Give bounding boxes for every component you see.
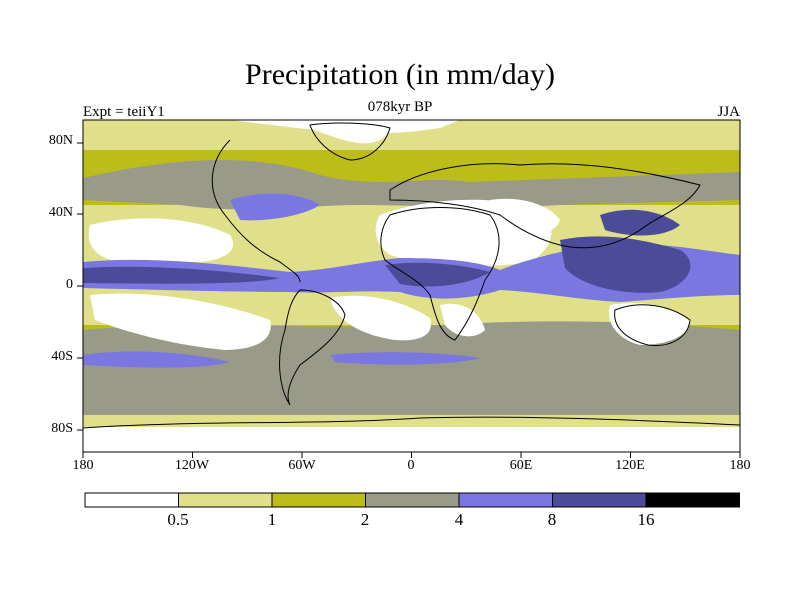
lat-label-80s: 80S bbox=[51, 421, 73, 436]
axis-ticks bbox=[77, 142, 741, 458]
itcz-pacific-heavy bbox=[83, 266, 280, 284]
lon-label-60e: 60E bbox=[509, 458, 533, 473]
s-pacific-wet bbox=[83, 351, 230, 368]
band-antarctic-coast bbox=[83, 415, 740, 427]
se-pacific-dry bbox=[90, 293, 271, 350]
s-africa-dry bbox=[440, 303, 485, 337]
lat-label-40n: 40N bbox=[48, 205, 73, 220]
s-indian-light bbox=[500, 288, 600, 310]
coast-africa bbox=[380, 207, 500, 341]
season-label: JJA bbox=[717, 104, 740, 120]
lat-label-40s: 40S bbox=[51, 349, 73, 364]
ne-pacific-dry bbox=[88, 218, 234, 262]
coast-n-america bbox=[211, 139, 301, 283]
lon-label-120e: 120E bbox=[615, 458, 645, 473]
coast-australia bbox=[614, 304, 691, 347]
colorbar-box-3 bbox=[271, 492, 366, 508]
east-asia-heavy bbox=[600, 209, 680, 236]
colorbar-box-7 bbox=[645, 492, 740, 508]
coast-s-america bbox=[279, 289, 346, 406]
colorbar-label-1: 1 bbox=[267, 510, 277, 529]
lon-label-180e: 180 bbox=[729, 458, 751, 473]
lon-label-60w: 60W bbox=[288, 458, 316, 473]
colorbar-label-16: 16 bbox=[637, 510, 655, 529]
colorbar-box-5 bbox=[458, 492, 553, 508]
lon-label-180w: 180 bbox=[72, 458, 94, 473]
itcz-africa-heavy bbox=[385, 262, 490, 287]
band-antarctica bbox=[83, 427, 740, 452]
s-atlantic-wet bbox=[330, 352, 480, 365]
colorbar-label-0-5: 0.5 bbox=[167, 510, 189, 529]
lat-label-80n: 80N bbox=[48, 133, 73, 148]
colorbar-label-4: 4 bbox=[454, 510, 464, 529]
lat-label-0: 0 bbox=[66, 277, 73, 292]
lon-label-0: 0 bbox=[407, 458, 415, 473]
map-subtitle: 078kyr BP bbox=[367, 99, 433, 115]
coast-eurasia bbox=[389, 163, 701, 249]
map-title: Precipitation (in mm/day) bbox=[245, 58, 555, 91]
coastlines bbox=[83, 122, 740, 429]
s-atlantic-dry bbox=[330, 295, 431, 341]
coast-greenland bbox=[309, 122, 391, 161]
monsoon-asia-heavy bbox=[560, 236, 691, 293]
coast-antarctica bbox=[83, 416, 740, 429]
greenland-dry bbox=[300, 120, 396, 144]
lon-label-120w: 120W bbox=[174, 458, 210, 473]
central-asia-dry bbox=[490, 198, 560, 235]
precip-field bbox=[83, 120, 740, 452]
colorbar-label-2: 2 bbox=[360, 510, 370, 529]
colorbar-box-2 bbox=[178, 492, 273, 508]
experiment-label: Expt = teiiY1 bbox=[83, 104, 165, 120]
colorbar-box-1 bbox=[84, 492, 179, 508]
colorbar bbox=[84, 492, 740, 508]
australia-dry bbox=[609, 303, 690, 345]
colorbar-label-8: 8 bbox=[547, 510, 557, 529]
colorbar-box-6 bbox=[552, 492, 647, 508]
colorbar-box-4 bbox=[365, 492, 460, 508]
gulf-stream-wet bbox=[230, 193, 320, 221]
